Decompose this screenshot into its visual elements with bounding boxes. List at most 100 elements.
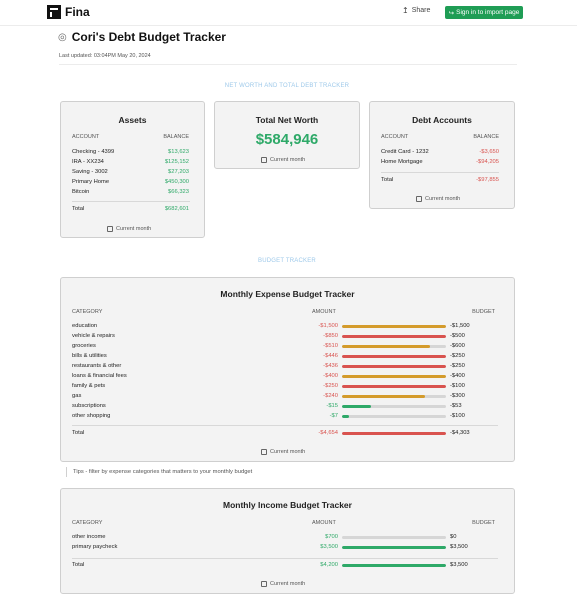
debts-account-name: Home Mortgage bbox=[381, 159, 423, 165]
fina-logo-icon bbox=[47, 5, 61, 19]
income-footer-label: Current month bbox=[270, 581, 306, 587]
expense-progress-bar bbox=[342, 345, 446, 348]
expense-col-budget: BUDGET bbox=[472, 309, 495, 315]
divider bbox=[381, 172, 499, 173]
assets-footer: Current month bbox=[107, 226, 151, 232]
expense-progress-bar bbox=[342, 385, 446, 388]
assets-account-balance: $450,300 bbox=[164, 179, 189, 185]
expense-budget: -$100 bbox=[450, 413, 465, 419]
expense-budget: -$250 bbox=[450, 353, 465, 359]
page-title: Cori's Debt Budget Tracker bbox=[71, 30, 226, 44]
import-icon: ↪ bbox=[448, 9, 455, 17]
calendar-icon bbox=[107, 226, 113, 232]
income-progress-bar bbox=[342, 536, 446, 539]
expense-amount: -$250 bbox=[323, 383, 338, 389]
expense-category: loans & financial fees bbox=[72, 373, 127, 379]
income-footer: Current month bbox=[261, 581, 305, 587]
networth-value: $584,946 bbox=[255, 131, 319, 148]
expense-footer: Current month bbox=[261, 449, 305, 455]
assets-title: Assets bbox=[118, 115, 147, 125]
divider bbox=[72, 558, 498, 559]
expense-category: family & pets bbox=[72, 383, 106, 389]
expense-category: restaurants & other bbox=[72, 363, 122, 369]
expense-amount: -$850 bbox=[323, 333, 338, 339]
networth-footer-label: Current month bbox=[270, 157, 306, 163]
divider bbox=[59, 64, 517, 65]
debt-footer: Current month bbox=[416, 196, 460, 202]
expense-card: Monthly Expense Budget Tracker CATEGORY … bbox=[60, 277, 515, 462]
debt-card: Debt Accounts ACCOUNT BALANCE Credit Car… bbox=[369, 101, 515, 209]
expense-progress-bar bbox=[342, 395, 446, 398]
expense-budget: -$500 bbox=[450, 333, 465, 339]
last-updated: Last updated: 03:04PM May 20, 2024 bbox=[59, 53, 151, 59]
expense-budget: -$300 bbox=[450, 393, 465, 399]
expense-category: bills & utilities bbox=[72, 353, 107, 359]
income-col-amount: AMOUNT bbox=[312, 520, 336, 526]
income-col-category: CATEGORY bbox=[72, 520, 103, 526]
expense-amount: -$436 bbox=[323, 363, 338, 369]
expense-amount: -$510 bbox=[323, 343, 338, 349]
expense-progress-bar bbox=[342, 405, 446, 408]
expense-budget: -$100 bbox=[450, 383, 465, 389]
debt-total-value: -$97,855 bbox=[476, 177, 499, 183]
tip-note: Tips - filter by expense categories that… bbox=[66, 467, 252, 477]
expense-amount: -$15 bbox=[326, 403, 338, 409]
expense-progress-bar bbox=[342, 355, 446, 358]
debt-col-balance: BALANCE bbox=[473, 134, 499, 140]
expense-category: gas bbox=[72, 393, 82, 399]
expense-category: education bbox=[72, 323, 98, 329]
expense-total-amount: -$4,654 bbox=[318, 430, 338, 436]
piggy-bank-icon: ◎ bbox=[58, 31, 67, 43]
income-col-budget: BUDGET bbox=[472, 520, 495, 526]
expense-title: Monthly Expense Budget Tracker bbox=[220, 289, 355, 299]
expense-total-bar-fill bbox=[342, 432, 446, 435]
assets-account-name: Checking - 4399 bbox=[72, 149, 115, 155]
debt-total-label: Total bbox=[381, 177, 394, 183]
sign-in-label: Sign in to import page bbox=[456, 9, 520, 16]
expense-progress-fill bbox=[342, 345, 431, 348]
expense-progress-bar bbox=[342, 365, 446, 368]
expense-budget: -$53 bbox=[450, 403, 462, 409]
networth-title: Total Net Worth bbox=[255, 115, 319, 125]
expense-total-label: Total bbox=[72, 430, 85, 436]
brand-logo[interactable]: Fina bbox=[47, 5, 90, 19]
income-budget: $3,500 bbox=[450, 544, 468, 550]
share-icon: ↥ bbox=[402, 6, 409, 15]
assets-col-account: ACCOUNT bbox=[72, 134, 100, 140]
expense-footer-label: Current month bbox=[270, 449, 306, 455]
income-amount: $700 bbox=[325, 534, 338, 540]
expense-progress-bar bbox=[342, 335, 446, 338]
assets-account-balance: $27,203 bbox=[168, 169, 189, 175]
income-total-bar bbox=[342, 564, 446, 567]
expense-amount: -$1,500 bbox=[318, 323, 338, 329]
expense-progress-fill bbox=[342, 375, 446, 378]
income-total-amount: $4,200 bbox=[320, 562, 338, 568]
income-card: Monthly Income Budget Tracker CATEGORY A… bbox=[60, 488, 515, 594]
income-total-label: Total bbox=[72, 562, 85, 568]
debts-account-name: Credit Card - 1232 bbox=[381, 149, 429, 155]
expense-col-category: CATEGORY bbox=[72, 309, 103, 315]
assets-account-balance: $13,623 bbox=[168, 149, 189, 155]
expense-progress-fill bbox=[342, 395, 426, 398]
assets-account-balance: $66,323 bbox=[168, 189, 189, 195]
share-button[interactable]: ↥ Share bbox=[402, 6, 430, 15]
expense-progress-fill bbox=[342, 355, 446, 358]
expense-budget: -$1,500 bbox=[450, 323, 470, 329]
expense-total-budget: -$4,303 bbox=[450, 430, 470, 436]
income-category: other income bbox=[72, 534, 106, 540]
assets-col-balance: BALANCE bbox=[163, 134, 189, 140]
income-total-bar-fill bbox=[342, 564, 446, 567]
income-budget: $0 bbox=[450, 534, 457, 540]
assets-total-value: $682,601 bbox=[164, 206, 189, 212]
assets-account-name: Bitcoin bbox=[72, 189, 90, 195]
section-label-networth: NET WORTH AND TOTAL DEBT TRACKER bbox=[224, 83, 350, 89]
income-progress-bar bbox=[342, 546, 446, 549]
divider bbox=[72, 425, 498, 426]
income-total-budget: $3,500 bbox=[450, 562, 468, 568]
expense-amount: -$7 bbox=[329, 413, 338, 419]
sign-in-button[interactable]: ↪ Sign in to import page bbox=[445, 6, 523, 19]
expense-category: groceries bbox=[72, 343, 96, 349]
income-amount: $3,500 bbox=[320, 544, 338, 550]
expense-col-amount: AMOUNT bbox=[312, 309, 336, 315]
assets-card: Assets ACCOUNT BALANCE Checking - 4399 $1… bbox=[60, 101, 205, 238]
